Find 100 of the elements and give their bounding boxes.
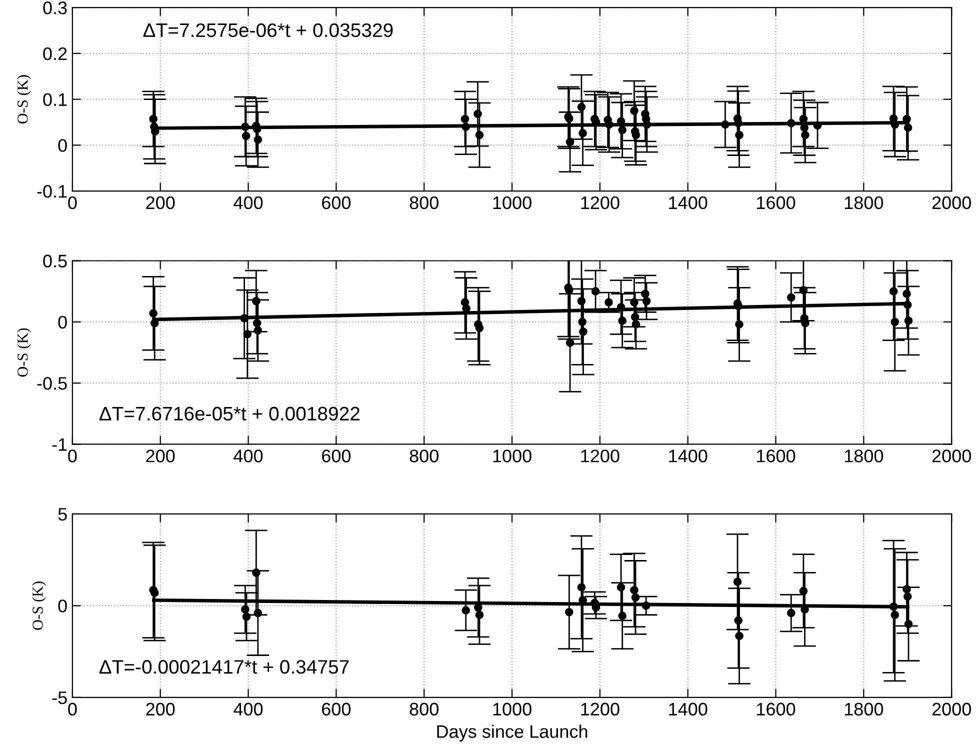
x-tick-label: 1000 (493, 450, 532, 462)
point (475, 610, 484, 620)
point (604, 298, 613, 307)
point (786, 118, 796, 128)
point (460, 114, 470, 124)
x-tick-label: 400 (234, 450, 263, 462)
point (252, 568, 260, 577)
x-tick-label: 2000 (932, 196, 971, 210)
point (889, 602, 898, 611)
x-tick-label: 400 (234, 702, 263, 716)
x-tick-label: 600 (322, 702, 351, 716)
point (721, 120, 730, 129)
x-tick-label: 0 (68, 702, 77, 716)
point (475, 130, 484, 140)
point (577, 102, 586, 112)
y-tick-label: -5 (52, 692, 67, 704)
y-axis-title: O-S (K) (32, 582, 46, 630)
point (903, 592, 912, 601)
point (240, 314, 248, 322)
point (630, 312, 640, 322)
point (577, 583, 586, 592)
y-tick-label: 0 (58, 139, 67, 152)
point (890, 610, 900, 620)
x-tick-label: 1000 (493, 702, 532, 716)
x-tick-label: 800 (410, 196, 438, 210)
x-tick-label: 200 (146, 450, 175, 462)
point (578, 318, 587, 326)
point (902, 114, 911, 124)
point (618, 126, 627, 134)
x-tick-label: 800 (410, 450, 438, 462)
x-axis-title: Days since Launch (437, 724, 588, 742)
x-tick-label: 1800 (844, 450, 884, 462)
x-tick-label: 1600 (757, 702, 796, 716)
point (579, 328, 588, 336)
point (604, 120, 614, 129)
point (618, 612, 627, 620)
y-tick-label: 5 (58, 508, 67, 521)
point (904, 620, 913, 628)
point (799, 586, 808, 596)
x-tick-label: 1400 (669, 702, 708, 716)
point (631, 593, 640, 602)
point (618, 316, 627, 325)
y-tick-label: 0.3 (43, 1, 67, 14)
x-tick-label: 0 (68, 450, 77, 462)
point (642, 296, 651, 306)
point (903, 300, 912, 309)
point (150, 588, 159, 598)
point (254, 326, 262, 335)
point (902, 290, 911, 298)
point (242, 612, 251, 621)
x-tick-label: 1800 (844, 702, 884, 716)
x-tick-label: 0 (68, 196, 77, 210)
x-tick-label: 1400 (669, 450, 708, 462)
point (462, 122, 470, 131)
point (254, 608, 262, 618)
x-tick-label: 400 (234, 196, 263, 210)
x-tick-label: 200 (146, 702, 175, 716)
point (616, 303, 626, 312)
point (733, 578, 742, 586)
point (890, 120, 900, 129)
point (149, 114, 158, 124)
x-tick-label: 1200 (581, 702, 620, 716)
annotation: ΔT=7.6716e-05*t + 0.0018922 (99, 406, 360, 421)
point (616, 583, 626, 592)
point (904, 124, 912, 132)
point (149, 309, 158, 318)
annotation: ΔT=-0.00021417*t + 0.34757 (99, 660, 349, 674)
point (735, 130, 744, 140)
point (242, 132, 250, 140)
point (474, 110, 482, 118)
point (630, 586, 638, 594)
y-axis-title: O-S (K) (17, 75, 31, 124)
point (799, 286, 808, 294)
point (786, 293, 796, 302)
point (813, 121, 822, 130)
y-tick-label: 0 (58, 600, 67, 612)
point (890, 318, 900, 326)
point (630, 106, 638, 115)
point (801, 130, 810, 140)
y-tick-label: 0.5 (43, 254, 67, 268)
y-tick-label: -1 (52, 438, 67, 451)
point (902, 585, 911, 594)
point (734, 616, 743, 625)
x-tick-label: 800 (410, 702, 438, 716)
y-tick-label: -0.5 (37, 377, 67, 390)
point (243, 330, 252, 338)
annotation: ΔT=7.2575e-06*t + 0.035329 (143, 23, 393, 38)
point (252, 296, 260, 306)
point (252, 318, 262, 328)
y-tick-label: 0.2 (43, 47, 67, 60)
point (566, 338, 574, 347)
point (577, 296, 586, 306)
x-tick-label: 600 (322, 196, 351, 210)
point (630, 298, 638, 307)
x-tick-label: 1200 (581, 196, 620, 210)
point (578, 129, 587, 138)
x-tick-label: 2000 (932, 450, 971, 462)
x-tick-label: 1600 (757, 196, 796, 210)
x-tick-label: 200 (146, 196, 175, 210)
point (641, 290, 650, 298)
